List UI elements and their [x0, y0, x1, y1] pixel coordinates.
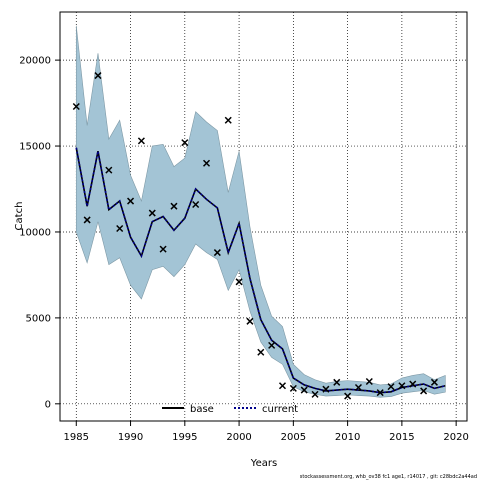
observed-point [116, 224, 124, 233]
y-axis: 0 5000 10000 15000 20000 [19, 56, 60, 410]
observed-point [365, 377, 373, 386]
observed-point [420, 387, 428, 395]
observed-point [344, 392, 352, 400]
observed-point [170, 202, 178, 210]
observed-point [354, 383, 362, 392]
x-tick-label: 1990 [118, 432, 143, 443]
observed-point [148, 209, 156, 217]
observed-point [137, 137, 145, 145]
x-tick-label: 2015 [389, 432, 414, 443]
observed-point [127, 197, 135, 205]
legend-label-base: base [190, 404, 214, 415]
observed-point [289, 384, 297, 392]
x-tick-label: 2000 [226, 432, 251, 443]
legend-label-current: current [262, 404, 298, 415]
y-tick-label: 10000 [19, 227, 51, 238]
observed-point [72, 102, 80, 111]
plot-frame [59, 11, 468, 422]
observed-point [192, 200, 200, 209]
observed-point [159, 245, 167, 253]
observed-point [257, 348, 265, 356]
observed-point [83, 216, 91, 224]
observed-points-layer [72, 72, 438, 400]
x-tick-label: 1985 [64, 432, 89, 443]
y-tick-label: 5000 [26, 313, 51, 324]
uncertainty-band [75, 25, 446, 398]
observed-point [235, 278, 243, 286]
y-tick-label: 20000 [19, 56, 51, 67]
series-line-current [75, 147, 446, 394]
x-tick-label: 2020 [443, 432, 468, 443]
x-tick-label: 2005 [281, 432, 306, 443]
x-axis: 1985 1990 1995 2000 2005 2010 2015 2020 [64, 421, 469, 443]
x-tick-label: 1995 [172, 432, 197, 443]
x-axis-title: Years [250, 458, 277, 469]
observed-point [311, 390, 319, 398]
uncertainty-band-layer [75, 25, 446, 398]
observed-point [213, 249, 221, 257]
observed-point [333, 378, 341, 386]
series-layer [75, 147, 446, 394]
observed-point [246, 317, 254, 325]
observed-point [300, 386, 308, 394]
footnote: stockassessment.org, whb_ov38 fc1 age1, … [300, 474, 477, 480]
x-tick-label: 2010 [335, 432, 360, 443]
observed-point [105, 166, 113, 174]
y-tick-label: 0 [45, 399, 51, 410]
observed-point [387, 383, 395, 391]
observed-point [181, 139, 189, 147]
observed-point [398, 382, 406, 390]
observed-point [94, 72, 102, 80]
legend: base current [162, 404, 298, 415]
observed-point [202, 159, 211, 167]
observed-point [376, 389, 384, 397]
y-axis-title: Catch [14, 202, 25, 231]
observed-point [430, 378, 438, 386]
observed-point [224, 116, 232, 124]
y-tick-label: 15000 [19, 142, 51, 153]
observed-point [409, 380, 417, 388]
observed-point [322, 385, 330, 393]
observed-point [278, 382, 287, 390]
observed-point [268, 341, 276, 349]
